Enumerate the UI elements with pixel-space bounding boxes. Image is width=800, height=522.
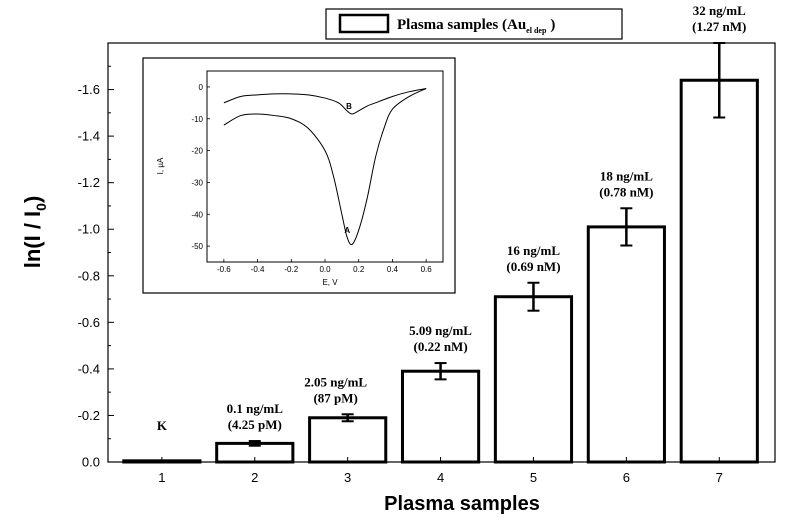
y-tick-label: -1.2	[78, 175, 100, 190]
bar-annotation: K	[157, 418, 168, 433]
x-tick-label: 5	[530, 470, 537, 485]
inset-x-tick-label: -0.2	[284, 265, 298, 274]
y-tick-label: -0.6	[78, 315, 100, 330]
y-tick-label: -1.6	[78, 82, 100, 97]
bar-annotations: K 0.1 ng/mL(4.25 pM) 2.05 ng/mL(87 pM) 5.09…	[157, 3, 747, 433]
inset-x-tick-label: 0.2	[353, 265, 365, 274]
y-tick-label: -0.8	[78, 268, 100, 283]
x-tick-label: 1	[158, 470, 165, 485]
bar-annotation: 5.09 ng/mL	[409, 323, 472, 338]
y-axis-title: ln(I / I0)	[20, 196, 49, 269]
legend-label-close: )	[550, 17, 555, 33]
inset-x-tick-label: -0.4	[251, 265, 265, 274]
bar-annotation: (0.69 nM)	[506, 259, 560, 274]
y-tick-label: -1.4	[78, 129, 100, 144]
y-tick-label: -0.2	[78, 408, 100, 423]
bar-annotation: 0.1 ng/mL	[227, 401, 284, 416]
inset-frame	[142, 57, 456, 294]
bars-group	[122, 42, 759, 464]
bar-annotation: (4.25 pM)	[228, 417, 282, 432]
inset-curve-label: B	[346, 102, 352, 111]
x-axis-ticks: 1 2 3 4 5 6 7	[158, 457, 723, 485]
inset-chart: -0.6 -0.4 -0.2 0.0 0.2 0.4 0.6 0 -10 -20 -30 -40 -50…	[142, 57, 456, 294]
inset-curve-label: A	[344, 226, 350, 235]
y-tick-label: -0.4	[78, 361, 100, 376]
legend-swatch	[338, 13, 390, 34]
bar	[308, 416, 388, 464]
bar-annotation: (0.22 nM)	[413, 339, 467, 354]
y-axis-title-close: )	[20, 196, 45, 203]
y-tick-label: -1.0	[78, 222, 100, 237]
bar-annotation: (1.27 nM)	[692, 19, 746, 34]
bar-annotation: (0.78 nM)	[599, 184, 653, 199]
x-axis-title: Plasma samples	[384, 493, 540, 515]
x-tick-label: 3	[344, 470, 351, 485]
x-tick-label: 7	[716, 470, 723, 485]
inset-axes: -0.6 -0.4 -0.2 0.0 0.2 0.4 0.6 0 -10 -20 -30 -40 -50	[191, 70, 444, 274]
inset-y-tick-label: -20	[191, 147, 203, 156]
legend-label: Plasma samples (Auel dep)	[397, 17, 555, 35]
bar	[586, 225, 666, 464]
bar-annotation: (87 pM)	[313, 390, 357, 405]
inset-lines: AB	[223, 88, 427, 246]
inset-x-tick-label: 0.4	[387, 265, 399, 274]
inset-y-tick-label: -40	[191, 210, 203, 219]
bar	[679, 78, 759, 464]
bar-annotation: 18 ng/mL	[600, 168, 653, 183]
bar	[493, 295, 574, 464]
inset-y-tick-label: -50	[191, 242, 203, 251]
x-tick-label: 2	[251, 470, 258, 485]
inset-series-line	[223, 88, 427, 115]
legend: Plasma samples (Auel dep)	[325, 8, 623, 40]
inset-y-tick-label: -10	[191, 115, 203, 124]
inset-x-tick-label: 0.6	[421, 265, 433, 274]
bar-annotation: 2.05 ng/mL	[304, 374, 367, 389]
y-tick-label: 0.0	[82, 455, 100, 470]
inset-x-axis-title: E, V	[322, 278, 338, 287]
inset-series-line	[223, 88, 427, 246]
x-tick-label: 4	[437, 470, 444, 485]
bar-annotation: 16 ng/mL	[507, 243, 560, 258]
bar	[400, 369, 481, 464]
bar-annotation: 32 ng/mL	[693, 3, 746, 18]
inset-y-tick-label: -30	[191, 178, 203, 187]
inset-y-axis-title: I, µA	[156, 157, 165, 174]
inset-x-tick-label: -0.6	[217, 265, 231, 274]
y-axis-title-subscript: 0	[33, 203, 49, 211]
legend-label-subscript: el dep	[526, 26, 547, 35]
x-tick-label: 6	[623, 470, 630, 485]
inset-x-tick-label: 0.0	[319, 265, 331, 274]
y-axis-ticks: 0.0 -0.2 -0.4 -0.6 -0.8 -1.0 -1.2 -1.4 -1.6	[78, 65, 114, 470]
inset-y-tick-label: 0	[199, 83, 204, 92]
